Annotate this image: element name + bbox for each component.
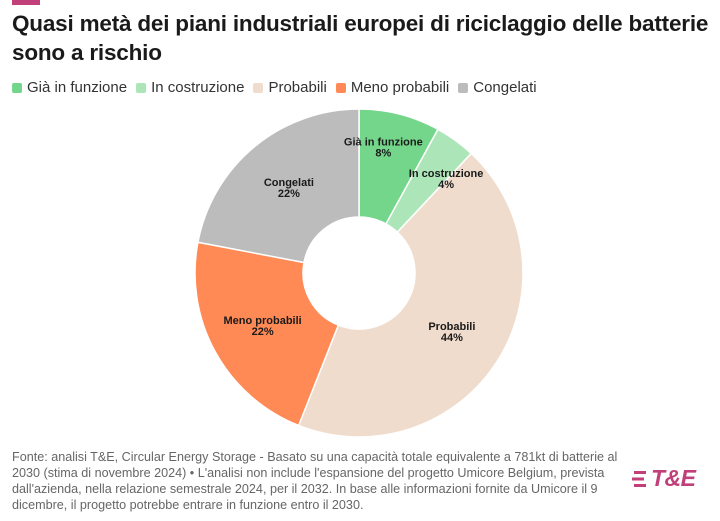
legend-swatch — [12, 82, 22, 93]
legend-label: Meno probabili — [350, 79, 450, 96]
legend-item: Congelati — [458, 79, 537, 96]
legend-item: Probabili — [253, 79, 327, 96]
legend-item: Già in funzione — [12, 79, 127, 96]
legend-label: Già in funzione — [27, 79, 128, 96]
legend-swatch — [335, 82, 346, 93]
slice-value-label: 44% — [441, 332, 463, 344]
legend-swatch — [253, 82, 264, 93]
legend-label: Probabili — [268, 79, 327, 96]
slice-label: Già in funzione — [344, 136, 423, 148]
legend-item: In costruzione — [136, 79, 244, 96]
source-footnote: Fonte: analisi T&E, Circular Energy Stor… — [12, 450, 618, 512]
logo-mark-icon — [632, 470, 646, 487]
accent-bar — [12, 0, 40, 5]
slice-value-label: 22% — [278, 188, 300, 200]
slice-value-label: 8% — [375, 147, 391, 159]
logo-text: T&E — [651, 465, 696, 491]
donut-slice — [197, 108, 360, 264]
donut-slice — [297, 152, 524, 438]
te-logo: T&E — [632, 465, 696, 492]
legend-swatch — [136, 82, 147, 93]
donut-slice — [194, 241, 340, 427]
slice-label: Meno probabili — [223, 315, 301, 327]
legend-swatch — [458, 82, 469, 93]
slices-group — [194, 108, 524, 438]
legend-label: In costruzione — [151, 79, 245, 96]
legend-label: Congelati — [473, 79, 537, 96]
legend-item: Meno probabili — [335, 79, 450, 96]
slice-value-label: 22% — [252, 326, 274, 338]
slice-label: Congelati — [264, 177, 314, 189]
slice-label: Probabili — [428, 321, 475, 333]
slice-value-label: 4% — [438, 179, 454, 191]
slice-label: In costruzione — [409, 168, 484, 180]
chart-title: Quasi metà dei piani industriali europei… — [12, 11, 709, 65]
legend: Già in funzione In costruzione Probabili Me… — [12, 79, 546, 96]
